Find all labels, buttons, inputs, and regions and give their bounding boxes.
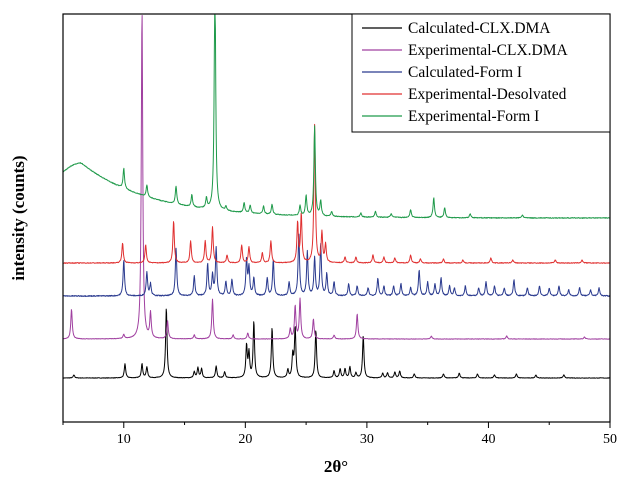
legend-label-3: Calculated-Form I [408,64,522,81]
legend: Calculated-CLX.DMA Experimental-CLX.DMA Ca… [351,13,611,133]
legend-box [351,13,611,133]
x-tick-label: 50 [603,432,617,447]
series-layer [62,14,611,379]
legend-label-1: Calculated-CLX.DMA [408,20,551,37]
series-line-5 [62,14,611,219]
series-line-3 [62,233,611,297]
legend-label-2: Experimental-CLX.DMA [408,42,569,59]
x-tick-label: 20 [238,432,252,447]
legend-label-4: Experimental-Desolvated [408,86,567,103]
legend-label-5: Experimental-Form I [408,108,539,125]
y-axis-title: intensity (counts) [9,155,28,280]
legend-items: Calculated-CLX.DMA Experimental-CLX.DMA Ca… [362,20,569,125]
x-axis-ticks: 10 20 30 40 50 [62,422,617,447]
plot-frame [62,13,611,423]
x-tick-label: 10 [117,432,131,447]
x-tick-label: 40 [481,432,495,447]
series-line-1 [62,308,611,379]
series-line-2 [62,15,611,340]
series-line-4 [62,123,611,264]
x-tick-label: 30 [360,432,374,447]
x-axis-title: 2θ° [324,457,348,476]
